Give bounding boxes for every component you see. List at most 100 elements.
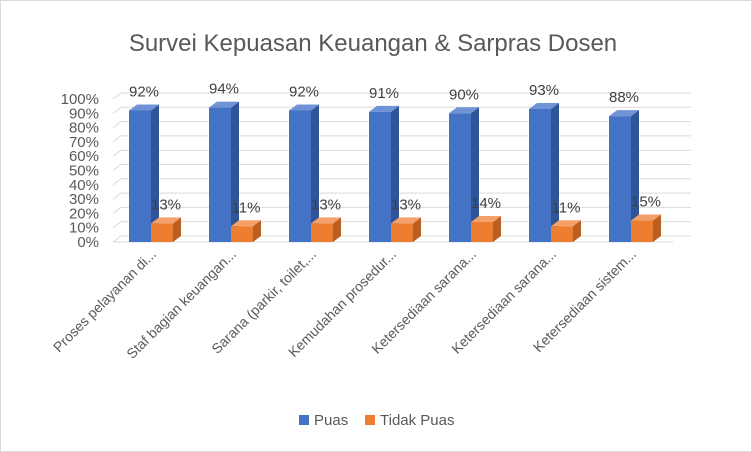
bar-front (631, 220, 653, 242)
gridline (112, 121, 691, 128)
bar-side (311, 104, 319, 242)
bar-top (369, 105, 399, 112)
gridline (112, 135, 691, 143)
gridlines (112, 92, 691, 243)
data-label: 13% (391, 196, 421, 213)
bar-top (609, 110, 639, 117)
bar-side (173, 217, 181, 242)
legend-label: Tidak Puas (380, 412, 454, 429)
gridline (112, 192, 691, 200)
y-tick-label: 10% (69, 220, 99, 237)
bar-top (631, 214, 661, 221)
data-label: 92% (129, 83, 159, 100)
data-label: 88% (609, 89, 639, 106)
y-tick-label: 20% (69, 205, 99, 222)
bar-side (391, 105, 399, 243)
bar-top (471, 215, 501, 222)
data-labels: 92% 13% 94% 11% 92% 13% 91% 13% 90% 14% 93% 11% 88% 1… (129, 81, 661, 217)
bar-tidak-puas (631, 214, 661, 242)
bar-front (609, 116, 631, 242)
bar-tidak-puas (551, 220, 581, 242)
bar-front (151, 223, 173, 242)
legend-label: Puas (314, 412, 348, 429)
bar-top (311, 217, 341, 224)
bar-side (333, 217, 341, 242)
bar-front (471, 221, 493, 242)
gridline (112, 206, 691, 214)
y-tick-label: 30% (69, 191, 99, 208)
bar-side (493, 215, 501, 242)
bar-top (449, 107, 479, 114)
bar-side (551, 103, 559, 242)
legend-swatch (365, 415, 375, 425)
bar-puas (369, 105, 399, 243)
chart-title: Survei Kepuasan Keuangan & Sarpras Dosen (129, 30, 617, 57)
bar-top (551, 220, 581, 227)
category-labels: Proses pelayanan di...Staf bagian keuang… (50, 246, 639, 362)
y-tick-label: 70% (69, 134, 99, 151)
bar-puas (129, 104, 159, 242)
bar-tidak-puas (391, 217, 421, 242)
data-label: 90% (449, 86, 479, 103)
gridline (112, 164, 691, 171)
bar-side (413, 217, 421, 242)
y-tick-label: 100% (61, 91, 99, 108)
data-label: 92% (289, 83, 319, 100)
gridline (112, 106, 691, 114)
bar-front (289, 110, 311, 242)
data-label: 94% (209, 81, 239, 98)
data-label: 93% (529, 82, 559, 99)
data-label: 11% (232, 199, 261, 216)
y-axis-ticks: 0%10%20%30%40%50%60%70%80%90%100% (61, 91, 99, 251)
legend-swatch (299, 415, 309, 425)
legend: Puas Tidak Puas (299, 412, 454, 429)
y-tick-label: 50% (69, 163, 99, 180)
bar-top (231, 220, 261, 227)
gridline (112, 149, 691, 157)
bar-side (653, 214, 661, 242)
bar-tidak-puas (471, 215, 501, 242)
bar-side (471, 107, 479, 242)
y-tick-label: 90% (69, 105, 99, 122)
bar-side (573, 220, 581, 242)
y-tick-label: 40% (69, 177, 99, 194)
y-tick-label: 60% (69, 148, 99, 165)
bar-front (529, 109, 551, 242)
data-label: 14% (471, 195, 501, 212)
bar-front (311, 223, 333, 242)
bar-top (129, 104, 159, 111)
bar-top (529, 103, 559, 110)
bar-tidak-puas (151, 217, 181, 242)
bar-front (391, 223, 413, 242)
bar-front (449, 113, 471, 242)
bar-tidak-puas (311, 217, 341, 242)
bar-puas (529, 103, 559, 242)
bar-top (289, 104, 319, 111)
bar-front (551, 226, 573, 242)
bars (129, 101, 661, 243)
data-label: 13% (311, 196, 341, 213)
bar-puas (209, 101, 239, 242)
bar-puas (289, 104, 319, 242)
y-tick-label: 0% (77, 234, 99, 251)
bar-front (209, 107, 231, 242)
data-label: 15% (631, 194, 661, 211)
data-label: 11% (552, 199, 581, 216)
data-label: 91% (369, 85, 399, 102)
gridline (112, 92, 691, 100)
y-tick-label: 80% (69, 120, 99, 137)
bar-top (391, 217, 421, 224)
bar-side (631, 110, 639, 242)
bar-puas (449, 107, 479, 242)
bar-tidak-puas (231, 220, 261, 242)
bar-side (151, 104, 159, 242)
bar-front (231, 226, 253, 242)
bar-puas (609, 110, 639, 242)
bar-front (129, 110, 151, 242)
bar-side (253, 220, 261, 242)
bar-front (369, 111, 391, 243)
bar-top (151, 217, 181, 224)
gridline (112, 178, 691, 186)
